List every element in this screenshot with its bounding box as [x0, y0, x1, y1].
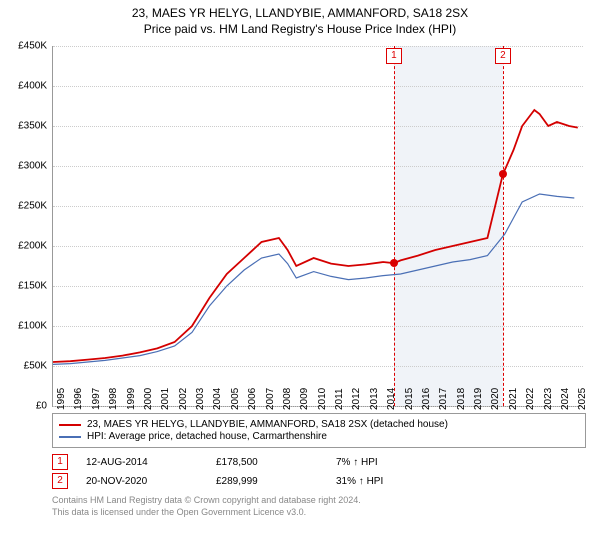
x-axis-label: 1999: [126, 388, 137, 410]
legend-swatch: [59, 424, 81, 426]
x-axis-label: 1995: [56, 388, 67, 410]
sale-row: 2 20-NOV-2020£289,99931% ↑ HPI: [52, 473, 572, 489]
x-axis-label: 2007: [265, 388, 276, 410]
shaded-ownership-period: [394, 46, 503, 406]
x-axis-label: 2025: [577, 388, 588, 410]
sale-row: 1 12-AUG-2014£178,5007% ↑ HPI: [52, 454, 572, 470]
x-axis-label: 2023: [543, 388, 554, 410]
x-axis-label: 2003: [195, 388, 206, 410]
sale-date: 20-NOV-2020: [86, 476, 216, 487]
sale-marker-dot: [499, 170, 507, 178]
sale-date: 12-AUG-2014: [86, 457, 216, 468]
sale-price: £289,999: [216, 476, 336, 487]
x-axis-label: 2013: [369, 388, 380, 410]
y-axis-label: £250K: [1, 201, 47, 212]
sale-marker-label: 2: [495, 48, 511, 64]
title-subtitle: Price paid vs. HM Land Registry's House …: [0, 22, 600, 36]
x-axis-label: 2004: [212, 388, 223, 410]
sale-pct: 7% ↑ HPI: [336, 457, 456, 468]
sales-table: 1 12-AUG-2014£178,5007% ↑ HPI 2 20-NOV-2020…: [52, 454, 572, 489]
title-block: 23, MAES YR HELYG, LLANDYBIE, AMMANFORD,…: [0, 0, 600, 38]
sale-row-marker: 1: [52, 454, 68, 470]
x-axis-label: 2006: [247, 388, 258, 410]
y-axis-label: £0: [1, 401, 47, 412]
footer-line1: Contains HM Land Registry data © Crown c…: [52, 495, 572, 507]
legend-item: 23, MAES YR HELYG, LLANDYBIE, AMMANFORD,…: [59, 419, 579, 430]
x-axis-label: 2011: [334, 388, 345, 410]
y-axis-label: £300K: [1, 161, 47, 172]
legend-swatch: [59, 436, 81, 438]
x-axis-label: 2020: [490, 388, 501, 410]
x-axis-label: 2014: [386, 388, 397, 410]
sale-marker-line: [394, 46, 395, 406]
x-axis-label: 2022: [525, 388, 536, 410]
x-axis-label: 2000: [143, 388, 154, 410]
y-axis-label: £350K: [1, 121, 47, 132]
x-axis-label: 2019: [473, 388, 484, 410]
sale-marker-label: 1: [386, 48, 402, 64]
x-axis-label: 2018: [456, 388, 467, 410]
x-axis-label: 2016: [421, 388, 432, 410]
y-axis-label: £450K: [1, 41, 47, 52]
y-axis-label: £100K: [1, 321, 47, 332]
x-axis-label: 2012: [351, 388, 362, 410]
y-axis-label: £150K: [1, 281, 47, 292]
x-axis-label: 2024: [560, 388, 571, 410]
legend-item: HPI: Average price, detached house, Carm…: [59, 431, 579, 442]
legend-label: HPI: Average price, detached house, Carm…: [87, 431, 327, 442]
x-axis-label: 2008: [282, 388, 293, 410]
sale-pct: 31% ↑ HPI: [336, 476, 456, 487]
x-axis-label: 1998: [108, 388, 119, 410]
sale-marker-dot: [390, 259, 398, 267]
x-axis-label: 2002: [178, 388, 189, 410]
chart-container: 23, MAES YR HELYG, LLANDYBIE, AMMANFORD,…: [0, 0, 600, 560]
sale-row-marker: 2: [52, 473, 68, 489]
footer-line2: This data is licensed under the Open Gov…: [52, 507, 572, 519]
x-axis-label: 2015: [404, 388, 415, 410]
x-axis-label: 2021: [508, 388, 519, 410]
x-axis-label: 2001: [160, 388, 171, 410]
sale-marker-line: [503, 46, 504, 406]
y-axis-label: £400K: [1, 81, 47, 92]
footer-attribution: Contains HM Land Registry data © Crown c…: [52, 495, 572, 518]
x-axis-label: 1997: [91, 388, 102, 410]
y-axis-label: £200K: [1, 241, 47, 252]
sale-price: £178,500: [216, 457, 336, 468]
title-address: 23, MAES YR HELYG, LLANDYBIE, AMMANFORD,…: [0, 6, 600, 20]
x-axis-label: 2017: [438, 388, 449, 410]
x-axis-label: 1996: [73, 388, 84, 410]
chart-plot-area: £0£50K£100K£150K£200K£250K£300K£350K£400…: [52, 46, 583, 407]
x-axis-label: 2010: [317, 388, 328, 410]
x-axis-label: 2005: [230, 388, 241, 410]
legend-box: 23, MAES YR HELYG, LLANDYBIE, AMMANFORD,…: [52, 413, 586, 448]
x-axis-label: 2009: [299, 388, 310, 410]
legend-label: 23, MAES YR HELYG, LLANDYBIE, AMMANFORD,…: [87, 419, 448, 430]
y-axis-label: £50K: [1, 361, 47, 372]
